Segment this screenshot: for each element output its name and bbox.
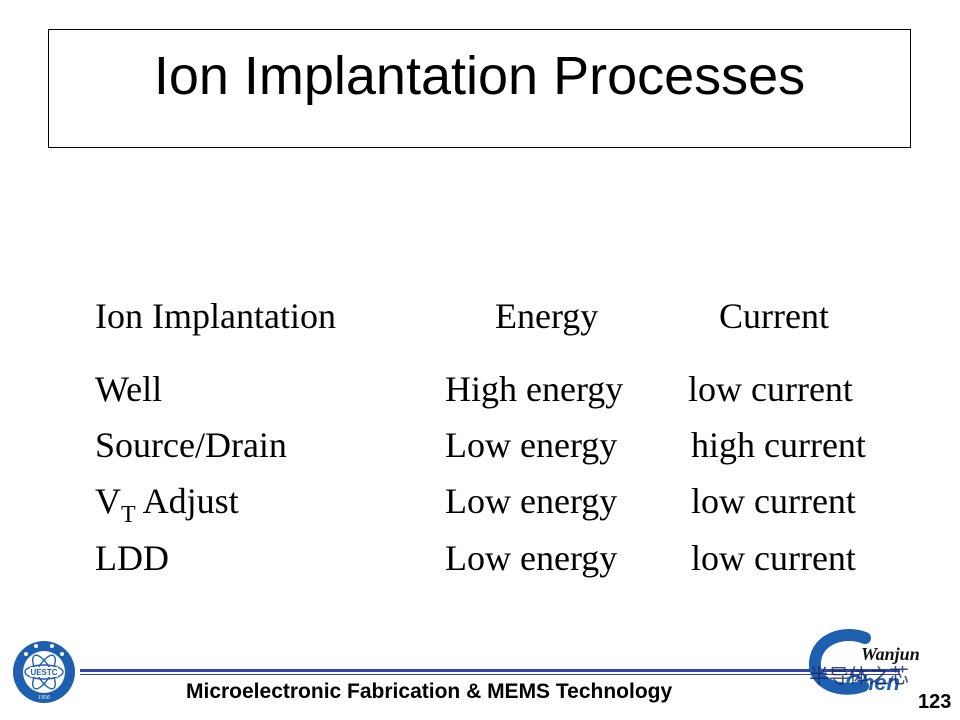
author-signature: Wanjun: [861, 644, 920, 664]
row-source-drain-energy: Low energy: [445, 425, 618, 465]
author-logo-graphic: Chen: [809, 629, 900, 695]
footer-course-title: Microelectronic Fabrication & MEMS Techn…: [186, 680, 673, 703]
watermark-text: 半导体之芯: [809, 664, 909, 688]
footer-rule-thin: [80, 674, 900, 675]
row-ldd-energy: Low energy: [445, 538, 618, 578]
row-ldd-process: LDD: [95, 538, 169, 578]
vt-subscript: T: [121, 502, 136, 528]
row-vt-adjust-current: low current: [691, 481, 856, 521]
slide-title: Ion Implantation Processes: [153, 46, 806, 106]
svg-text:Chen: Chen: [845, 670, 900, 695]
header-ion-implantation: Ion Implantation: [95, 296, 336, 336]
row-well-process: Well: [95, 369, 163, 409]
row-source-drain-current: high current: [691, 425, 866, 465]
footer-rule-thick: [80, 669, 900, 672]
row-ldd-current: low current: [691, 538, 856, 578]
vt-rest: Adjust: [135, 481, 239, 521]
header-energy: Energy: [495, 296, 599, 336]
row-vt-adjust-process: VT Adjust: [95, 481, 239, 528]
author-logo: Chen Wanjun 半导体之芯: [805, 628, 935, 696]
svg-text:UESTC: UESTC: [30, 668, 57, 677]
svg-text:1956: 1956: [38, 695, 50, 701]
row-well-current: low current: [688, 369, 853, 409]
row-source-drain-process: Source/Drain: [95, 425, 287, 465]
row-vt-adjust-energy: Low energy: [445, 481, 618, 521]
page-number: 123: [918, 691, 952, 713]
title-box: Ion Implantation Processes: [48, 29, 911, 148]
university-seal-logo: UESTC 1956: [13, 641, 75, 703]
header-current: Current: [719, 296, 829, 336]
vt-main: V: [95, 481, 121, 521]
row-well-energy: High energy: [445, 369, 624, 409]
